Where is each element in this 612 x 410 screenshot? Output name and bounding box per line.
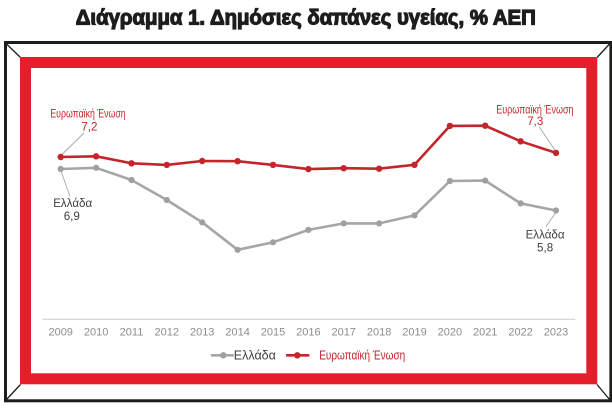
svg-text:2011: 2011 [120,327,144,339]
svg-text:Διάγραμμα 1. Δημόσιες δαπάνες: Διάγραμμα 1. Δημόσιες δαπάνες υγείας, % … [76,6,536,29]
svg-text:Ευρωπαϊκή Ένωση: Ευρωπαϊκή Ένωση [496,104,573,117]
svg-text:2017: 2017 [331,327,355,339]
svg-text:5,8: 5,8 [537,242,553,255]
svg-text:Ελλάδα: Ελλάδα [234,349,276,363]
svg-text:2020: 2020 [438,327,462,339]
svg-text:7,3: 7,3 [527,115,543,128]
svg-text:Ελλάδα: Ελλάδα [526,229,565,242]
svg-text:7,2: 7,2 [81,121,97,134]
svg-text:2009: 2009 [48,327,72,339]
svg-text:2013: 2013 [190,327,214,339]
svg-text:6,9: 6,9 [64,210,80,223]
svg-text:2023: 2023 [544,327,568,339]
svg-text:Ελλάδα: Ελλάδα [53,197,92,210]
svg-text:2010: 2010 [84,327,108,339]
svg-text:2018: 2018 [367,327,391,339]
svg-text:2016: 2016 [296,327,320,339]
svg-text:2012: 2012 [155,327,179,339]
svg-text:2014: 2014 [225,327,249,339]
svg-text:2015: 2015 [261,327,285,339]
svg-text:Ευρωπαϊκή Ένωση: Ευρωπαϊκή Ένωση [319,349,405,363]
svg-text:2021: 2021 [473,327,497,339]
svg-text:2019: 2019 [402,327,426,339]
svg-text:Ευρωπαϊκή Ένωση: Ευρωπαϊκή Ένωση [50,107,125,120]
svg-text:2022: 2022 [508,327,532,339]
